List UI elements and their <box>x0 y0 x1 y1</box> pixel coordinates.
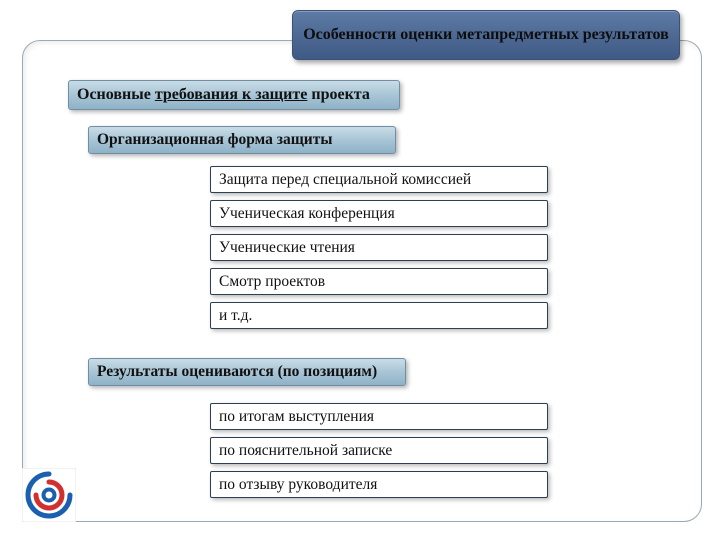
list-item: Ученические чтения <box>210 234 548 261</box>
spiral-logo-icon <box>22 468 76 522</box>
list-item: Защита перед специальной комиссией <box>210 166 548 193</box>
list-item: Смотр проектов <box>210 268 548 295</box>
sub-section-1: Организационная форма защиты <box>88 126 396 154</box>
header-title-box: Особенности оценки метапредметных резуль… <box>292 10 680 60</box>
list-item: по отзыву руководителя <box>210 471 548 498</box>
main-section-text: Основные требования к защите проекта <box>77 86 370 104</box>
list-item: Ученическая конференция <box>210 200 548 227</box>
sub-section-2-label: Результаты оцениваются (по позициям) <box>97 363 377 381</box>
sub-section-1-label: Организационная форма защиты <box>97 131 332 149</box>
list-item: по итогам выступления <box>210 403 548 430</box>
main-section-box: Основные требования к защите проекта <box>68 80 400 110</box>
sub-section-2: Результаты оцениваются (по позициям) <box>88 358 406 386</box>
list-item: и т.д. <box>210 302 548 329</box>
header-title: Особенности оценки метапредметных резуль… <box>303 26 669 44</box>
list-item: по пояснительной записке <box>210 437 548 464</box>
